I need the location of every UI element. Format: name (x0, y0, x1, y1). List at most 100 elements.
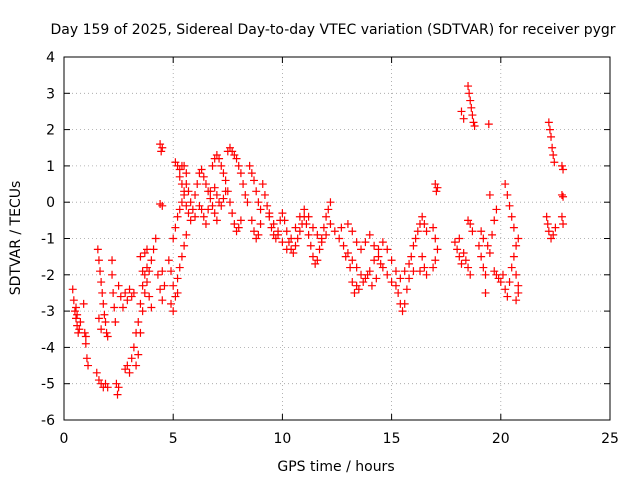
data-point (127, 354, 136, 363)
data-point (138, 267, 147, 276)
data-point (250, 227, 259, 236)
data-point (254, 230, 263, 239)
data-point (247, 169, 256, 178)
data-point (204, 205, 213, 214)
data-point (394, 288, 403, 297)
data-point (418, 212, 427, 221)
data-point (92, 368, 101, 377)
data-point (348, 278, 357, 287)
data-point (409, 241, 418, 250)
data-point (188, 205, 197, 214)
data-point (411, 234, 420, 243)
data-point (484, 120, 493, 129)
data-point (304, 212, 313, 221)
data-point (250, 176, 259, 185)
data-point (94, 376, 103, 385)
data-point (494, 274, 503, 283)
data-point (108, 270, 117, 279)
data-point (153, 270, 162, 279)
data-point (295, 212, 304, 221)
data-point (129, 343, 138, 352)
data-point (215, 154, 224, 163)
data-point (114, 281, 123, 290)
data-point (376, 259, 385, 268)
data-point (505, 201, 514, 210)
data-point (514, 234, 523, 243)
data-point (134, 317, 143, 326)
data-point (432, 187, 441, 196)
data-point (173, 288, 182, 297)
data-point (274, 230, 283, 239)
data-point (199, 172, 208, 181)
data-point (503, 190, 512, 199)
data-point (167, 267, 176, 276)
data-point (429, 223, 438, 232)
y-axis-label: SDTVAR / TECUs (8, 181, 24, 296)
data-point (109, 288, 118, 297)
data-point (346, 263, 355, 272)
data-point (407, 252, 416, 261)
data-point (182, 201, 191, 210)
data-point (542, 212, 551, 221)
y-tick-label: 4 (46, 50, 55, 66)
data-point (193, 180, 202, 189)
data-point (100, 310, 109, 319)
data-point (212, 190, 221, 199)
data-point (365, 267, 374, 276)
data-point (490, 216, 499, 225)
data-point (101, 379, 110, 388)
x-tick-labels: 0 5 10 15 20 25 (60, 431, 619, 447)
data-point (158, 143, 167, 152)
data-point (195, 201, 204, 210)
data-point (157, 147, 166, 156)
data-point (116, 292, 125, 301)
data-point (221, 176, 230, 185)
data-point (326, 198, 335, 207)
data-point (156, 285, 165, 294)
data-point (206, 194, 215, 203)
data-point (514, 288, 523, 297)
data-point (72, 314, 81, 323)
data-point (400, 267, 409, 276)
data-points (68, 82, 568, 399)
data-point (503, 292, 512, 301)
x-tick-label: 20 (492, 431, 510, 447)
data-point (350, 288, 359, 297)
data-point (180, 190, 189, 199)
data-point (387, 278, 396, 287)
x-tick-label: 15 (383, 431, 401, 447)
data-point (326, 219, 335, 228)
data-point (99, 299, 108, 308)
data-point (199, 212, 208, 221)
data-point (140, 249, 149, 258)
data-point (348, 227, 357, 236)
data-point (245, 161, 254, 170)
data-point (96, 267, 105, 276)
data-point (136, 299, 145, 308)
data-point (549, 230, 558, 239)
data-point (142, 278, 151, 287)
data-point (271, 234, 280, 243)
data-point (383, 245, 392, 254)
data-point (97, 325, 106, 334)
data-point (180, 161, 189, 170)
data-point (359, 278, 368, 287)
data-point (84, 361, 93, 370)
data-point (147, 303, 156, 312)
data-point (110, 303, 119, 312)
data-point (455, 234, 464, 243)
data-point (210, 209, 219, 218)
data-point (405, 274, 414, 283)
data-point (477, 227, 486, 236)
data-point (509, 252, 518, 261)
data-point (490, 267, 499, 276)
data-point (73, 310, 82, 319)
data-point (278, 238, 287, 247)
data-point (156, 140, 165, 149)
data-point (431, 180, 440, 189)
data-point (306, 241, 315, 250)
data-point (330, 227, 339, 236)
x-tick-label: 25 (601, 431, 619, 447)
data-point (374, 245, 383, 254)
data-point (82, 354, 91, 363)
